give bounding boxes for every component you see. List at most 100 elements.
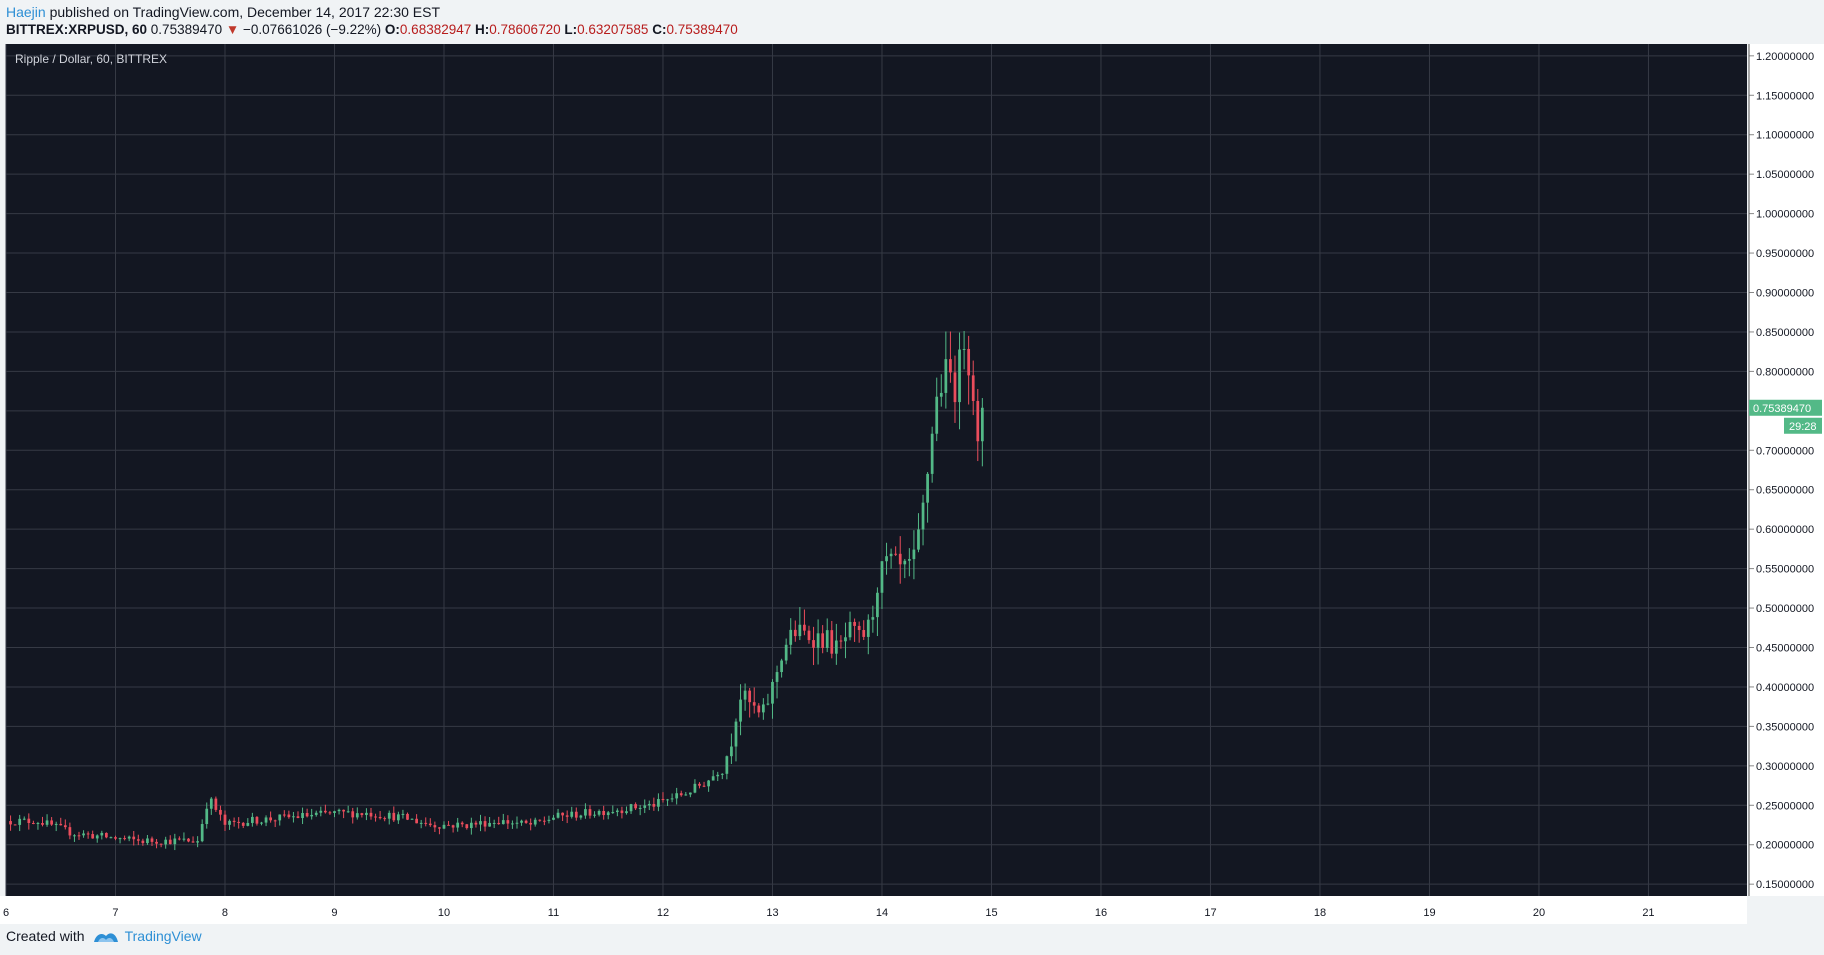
candle-body[interactable] — [857, 625, 861, 631]
candle-body[interactable] — [698, 783, 701, 786]
candle-body[interactable] — [296, 816, 300, 819]
candle-body[interactable] — [150, 838, 154, 842]
candle-body[interactable] — [255, 816, 259, 824]
candle-body[interactable] — [438, 827, 441, 829]
candle-body[interactable] — [661, 798, 665, 801]
candle-body[interactable] — [63, 825, 67, 828]
candle-body[interactable] — [880, 561, 884, 593]
candle-body[interactable] — [679, 793, 683, 796]
candle-body[interactable] — [82, 833, 85, 836]
candle-body[interactable] — [894, 553, 898, 555]
candle-body[interactable] — [803, 624, 806, 631]
candle-body[interactable] — [807, 630, 811, 641]
candle-body[interactable] — [91, 834, 95, 839]
candle-body[interactable] — [310, 814, 314, 817]
candle-body[interactable] — [670, 798, 674, 800]
candle-body[interactable] — [146, 838, 149, 844]
candle-body[interactable] — [269, 817, 272, 821]
candle-body[interactable] — [871, 617, 875, 620]
candle-body[interactable] — [396, 814, 400, 821]
candle-body[interactable] — [789, 629, 793, 645]
candle-body[interactable] — [228, 820, 231, 825]
candle-body[interactable] — [492, 822, 496, 824]
candle-body[interactable] — [666, 799, 669, 801]
candle-body[interactable] — [474, 822, 478, 825]
candle-body[interactable] — [634, 804, 637, 809]
candle-body[interactable] — [547, 819, 551, 821]
candle-body[interactable] — [625, 811, 628, 814]
candle-body[interactable] — [136, 839, 140, 841]
candle-body[interactable] — [301, 812, 304, 819]
candle-body[interactable] — [191, 841, 195, 843]
candle-body[interactable] — [118, 838, 122, 840]
candle-body[interactable] — [488, 822, 491, 827]
candle-body[interactable] — [816, 633, 820, 648]
candle-body[interactable] — [784, 644, 788, 661]
candle-body[interactable] — [187, 838, 190, 842]
candle-body[interactable] — [606, 812, 610, 816]
candle-body[interactable] — [369, 812, 373, 817]
candle-body[interactable] — [876, 592, 879, 618]
candle-body[interactable] — [424, 822, 428, 824]
candle-body[interactable] — [442, 824, 446, 829]
candle-body[interactable] — [506, 820, 510, 824]
candle-body[interactable] — [657, 798, 660, 807]
candle-body[interactable] — [360, 813, 364, 816]
candle-body[interactable] — [483, 821, 487, 827]
candle-body[interactable] — [86, 833, 90, 835]
candle-body[interactable] — [109, 837, 113, 839]
candle-body[interactable] — [323, 810, 327, 813]
candle-body[interactable] — [159, 843, 163, 845]
candle-body[interactable] — [209, 798, 213, 809]
candle-body[interactable] — [178, 838, 181, 840]
candle-body[interactable] — [793, 629, 797, 637]
candle-body[interactable] — [155, 841, 158, 844]
candle-body[interactable] — [780, 660, 783, 673]
candle-body[interactable] — [36, 823, 40, 825]
candle-body[interactable] — [561, 812, 564, 816]
candle-body[interactable] — [903, 560, 907, 565]
candle-body[interactable] — [798, 624, 802, 637]
author-link[interactable]: Haejin — [6, 4, 46, 20]
candle-body[interactable] — [13, 824, 17, 826]
candle-body[interactable] — [182, 838, 186, 840]
candle-body[interactable] — [647, 803, 651, 806]
candle-body[interactable] — [292, 816, 295, 818]
candle-body[interactable] — [675, 793, 679, 799]
candle-body[interactable] — [611, 812, 615, 814]
candle-body[interactable] — [716, 774, 720, 777]
candle-body[interactable] — [939, 392, 943, 397]
candle-body[interactable] — [866, 619, 870, 637]
candle-body[interactable] — [196, 841, 199, 843]
candle-body[interactable] — [967, 348, 971, 376]
candle-body[interactable] — [638, 807, 642, 809]
candle-body[interactable] — [556, 812, 560, 818]
candle-body[interactable] — [935, 396, 939, 434]
candle-body[interactable] — [912, 549, 916, 560]
price-chart[interactable]: 0.15000000 0.20000000 0.25000000 0.30000000… — [0, 44, 1824, 924]
candle-body[interactable] — [542, 820, 546, 822]
candle-body[interactable] — [9, 821, 12, 825]
tradingview-brand-link[interactable]: TradingView — [124, 928, 202, 944]
candle-body[interactable] — [752, 702, 756, 706]
candle-body[interactable] — [971, 375, 975, 401]
candle-body[interactable] — [743, 690, 747, 700]
candle-body[interactable] — [383, 818, 387, 820]
candle-body[interactable] — [223, 814, 227, 825]
candle-body[interactable] — [428, 823, 432, 826]
candle-body[interactable] — [579, 815, 583, 818]
candle-body[interactable] — [32, 823, 35, 825]
candle-body[interactable] — [173, 838, 177, 845]
candle-body[interactable] — [757, 705, 761, 713]
candle-body[interactable] — [844, 637, 847, 642]
candle-body[interactable] — [456, 822, 460, 828]
candle-body[interactable] — [720, 773, 724, 775]
candle-body[interactable] — [232, 820, 236, 822]
candle-body[interactable] — [54, 823, 58, 825]
candle-body[interactable] — [378, 816, 382, 819]
candle-body[interactable] — [433, 825, 437, 828]
candle-body[interactable] — [584, 809, 587, 816]
candle-body[interactable] — [748, 690, 752, 703]
candle-body[interactable] — [962, 348, 966, 350]
candle-body[interactable] — [602, 811, 606, 816]
